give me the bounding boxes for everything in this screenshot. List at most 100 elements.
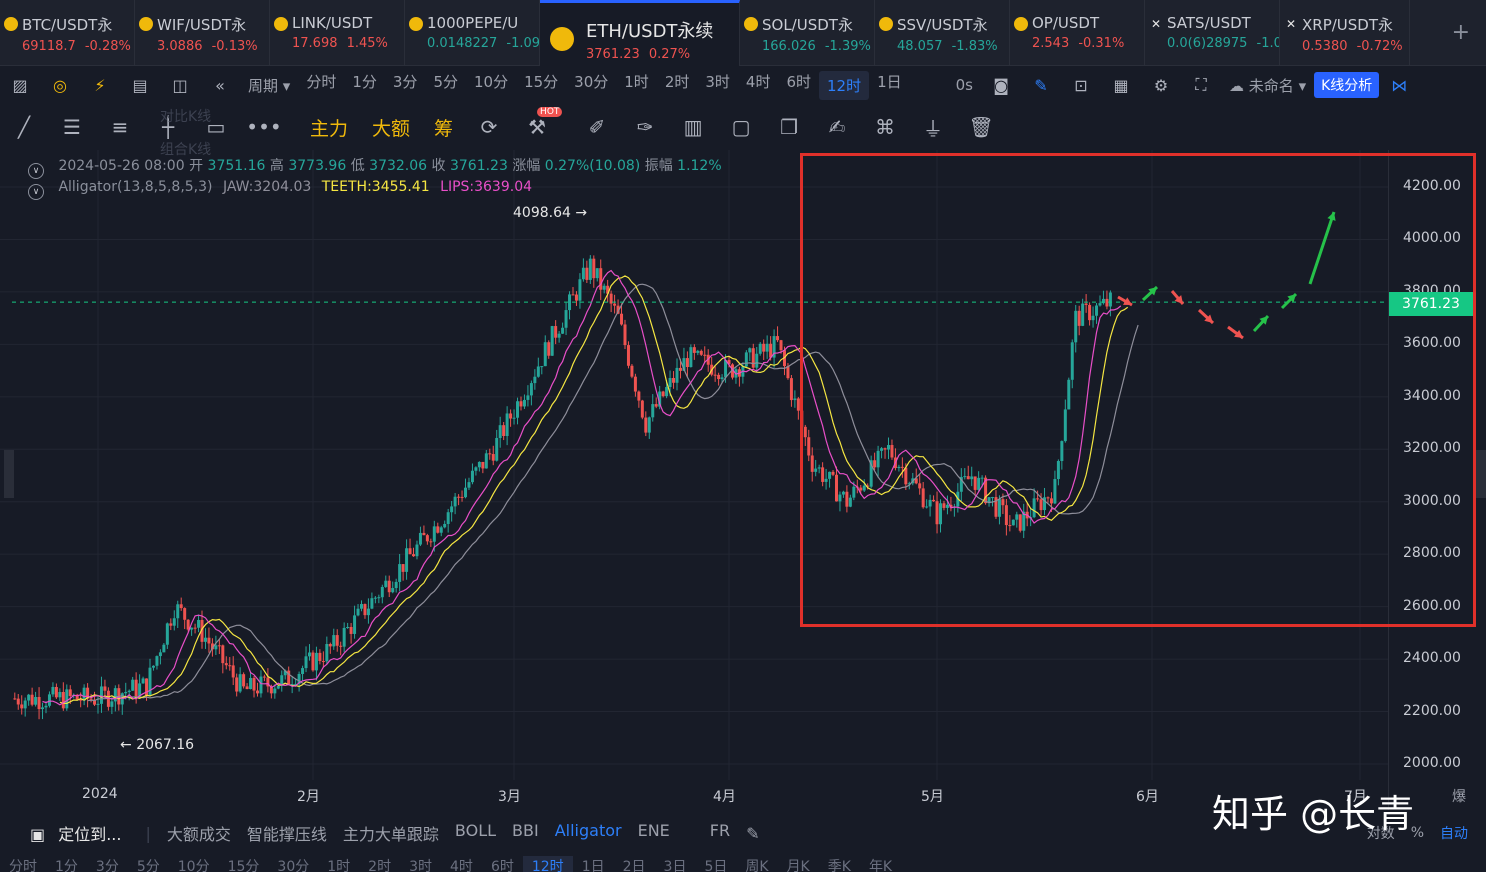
period-option[interactable]: 2时 (664, 72, 690, 91)
period-option[interactable]: 3分 (392, 72, 418, 91)
collapse-icon-2[interactable]: ∨ (28, 184, 44, 200)
ruler-icon[interactable]: ✐ (588, 115, 606, 139)
indicator-option[interactable]: ENE (637, 821, 670, 840)
bottom-period-option[interactable]: 1时 (327, 859, 351, 872)
crosshair-icon[interactable]: ┼ (161, 115, 175, 139)
ticker-tab[interactable]: OP/USDT 2.543 -0.31% (1010, 0, 1145, 66)
period-option[interactable]: 3时 (705, 72, 730, 91)
parallel-lines-icon[interactable]: ☰ (63, 115, 81, 139)
bottom-period-option[interactable]: 年K (868, 859, 893, 872)
bottom-period-option[interactable]: 3时 (409, 859, 433, 872)
indicator-option[interactable]: Alligator (554, 821, 622, 840)
period-option[interactable]: 1日 (877, 72, 902, 91)
clipboard-icon[interactable]: ▢ (731, 115, 751, 139)
bottom-period-option[interactable]: 1分 (55, 859, 78, 872)
period-option[interactable]: 10分 (473, 72, 509, 91)
period-option[interactable]: 30分 (574, 72, 609, 91)
bottom-period-option[interactable]: 12时 (522, 856, 573, 872)
bottom-period-option[interactable]: 2时 (368, 859, 392, 872)
bottom-period-option[interactable]: 3日 (663, 859, 687, 872)
filter-icon[interactable]: ⏚ (923, 116, 944, 141)
bottom-period-option[interactable]: 3分 (95, 859, 119, 872)
rewind-icon[interactable]: « (215, 75, 225, 95)
bottom-period-option[interactable]: 6时 (490, 859, 514, 872)
bottom-period-option[interactable]: 周K (745, 859, 769, 872)
calculator-icon[interactable]: ▦ (1113, 75, 1129, 95)
auto-toggle[interactable]: 自动 (1440, 826, 1468, 842)
crop-icon[interactable]: ⊡ (1074, 75, 1088, 95)
price-axis[interactable]: 4200.00 4000.00 3800.00 3600.00 3400.00 3200.… (1388, 150, 1486, 810)
edit-icon-small[interactable]: ✎ (746, 823, 760, 843)
bottom-period-option[interactable]: 月K (786, 859, 810, 872)
bottom-period-option[interactable]: 季K (827, 859, 851, 872)
edit-icon[interactable]: ✍ (828, 115, 846, 139)
copy-icon[interactable]: ❐ (780, 115, 799, 139)
bottom-period-option[interactable]: 4时 (450, 859, 473, 872)
ticker-tab[interactable]: SSV/USDT永 48.057 -1.83% (875, 0, 1010, 66)
right-panel-handle[interactable] (1476, 450, 1486, 498)
list-icon[interactable]: ≡ (111, 115, 129, 139)
trash-icon[interactable]: 🗑 (968, 115, 994, 139)
calendar-icon[interactable]: ▤ (132, 75, 148, 95)
bottom-period-option[interactable]: 1日 (581, 859, 605, 872)
more-icon[interactable]: ••• (246, 115, 282, 139)
rectangle-icon[interactable]: ▭ (206, 115, 226, 139)
indicator-option[interactable]: BOLL (454, 821, 497, 840)
indicator-option[interactable]: 主力大单跟踪 (342, 825, 439, 844)
share-icon[interactable]: ⋈ (1391, 75, 1408, 95)
indicator-option[interactable]: 大额成交 (166, 825, 231, 844)
period-option[interactable]: 12时 (819, 70, 870, 100)
settings-icon[interactable]: ⚙ (1153, 75, 1169, 95)
collapse-icon[interactable]: ∨ (28, 163, 44, 179)
main-force-button[interactable]: 主力 (310, 117, 349, 140)
bottom-period-option[interactable]: 2日 (622, 859, 646, 872)
candles-icon[interactable]: ▥ (683, 115, 703, 139)
chart-type-icon[interactable]: ▨ (12, 75, 28, 95)
sync-icon[interactable]: ⟳ (480, 115, 498, 139)
magic-icon[interactable]: ⚒ HOT (513, 107, 563, 139)
bottom-period-option[interactable]: 30分 (277, 859, 310, 872)
layout-name-dropdown[interactable]: ☁ 未命名 ▾ (1229, 76, 1307, 95)
line-tool-icon[interactable]: ╱ (17, 115, 31, 139)
big-amount-button[interactable]: 大额 (372, 117, 411, 140)
add-tab-button[interactable]: + (1451, 20, 1470, 45)
price-chart[interactable] (0, 150, 1388, 810)
log-toggle[interactable]: 对数 (1366, 826, 1395, 842)
brush-icon[interactable]: ✑ (636, 115, 654, 139)
magnet-icon[interactable]: ⌘ (875, 115, 896, 139)
indicator-icon[interactable]: ◎ (53, 75, 67, 95)
period-option[interactable]: 分时 (306, 72, 337, 91)
layout-icon[interactable]: ◫ (172, 75, 188, 95)
period-option[interactable]: 4时 (745, 72, 771, 91)
indicator-option[interactable]: BBI (512, 821, 539, 840)
indicator-option[interactable]: FR (709, 821, 731, 840)
ticker-tab[interactable]: SOL/USDT永 166.026 -1.39% (740, 0, 875, 66)
period-option[interactable]: 6时 (786, 72, 811, 91)
bottom-period-option[interactable]: 10分 (177, 859, 210, 872)
ticker-tab[interactable]: ✕ XRP/USDT永 0.5380 -0.72% (1280, 0, 1410, 66)
left-panel-handle[interactable] (4, 450, 14, 498)
bottom-period-option[interactable]: 5日 (704, 859, 728, 872)
period-option[interactable]: 5分 (433, 72, 458, 91)
ticker-tab[interactable]: 1000PEPE/U 0.0148227 -1.09 (405, 0, 540, 66)
period-option[interactable]: 1分 (352, 72, 377, 91)
period-dropdown[interactable]: 周期 ▾ (248, 76, 291, 95)
locate-button[interactable]: ▣ 定位到... (0, 821, 137, 845)
bottom-period-option[interactable]: 15分 (227, 859, 260, 872)
ticker-tab[interactable]: WIF/USDT永 3.0886 -0.13% (135, 0, 270, 66)
ticker-tab[interactable]: BTC/USDT永 69118.7 -0.28% (0, 0, 135, 66)
fullscreen-icon[interactable]: ⛶ (1195, 75, 1207, 94)
bottom-period-option[interactable]: 分时 (9, 859, 37, 872)
ticker-tab[interactable]: ✕ SATS/USDT 0.0(6)28975 -1.0 (1145, 0, 1280, 66)
percent-toggle[interactable]: % (1410, 825, 1424, 841)
indicator-option[interactable]: 智能撑压线 (246, 825, 327, 844)
period-option[interactable]: 15分 (524, 72, 559, 91)
flash-icon[interactable]: ⚡ (94, 75, 106, 95)
ticker-tab[interactable]: LINK/USDT 17.698 1.45% (270, 0, 405, 66)
kline-analysis-button[interactable]: K线分析 (1314, 72, 1380, 98)
chip-button[interactable]: 筹 (434, 117, 454, 140)
burst-label[interactable]: 爆 (1452, 789, 1466, 805)
camera-icon[interactable]: ◙ (993, 75, 1009, 95)
pencil-icon[interactable]: ✎ (1034, 75, 1048, 95)
ticker-tab[interactable]: ETH/USDT永续 3761.23 0.27% (540, 0, 740, 66)
